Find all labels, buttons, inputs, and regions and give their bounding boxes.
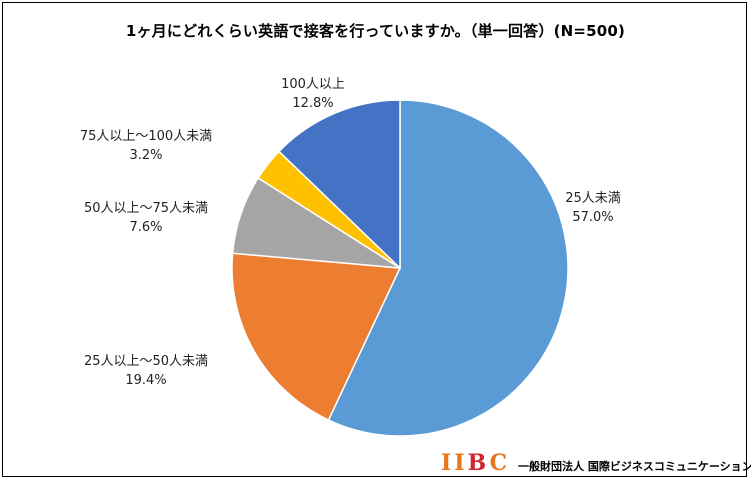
slice-category-4: 75人以上～100人未満 (79, 129, 213, 144)
slice-value-5: 12.8% (292, 96, 334, 111)
pie-slice-5 (277, 99, 401, 270)
slice-value-3: 7.6% (129, 220, 163, 235)
slice-label-5: 100人以上 12.8% (258, 75, 368, 113)
pie-slice-2 (231, 252, 402, 422)
pie-chart (231, 99, 569, 437)
pie-slice-1 (327, 99, 569, 437)
slice-value-2: 19.4% (125, 373, 167, 388)
slice-category-5: 100人以上 (281, 77, 345, 92)
slice-value-4: 3.2% (129, 148, 163, 163)
organization-name: 一般財団法人 国際ビジネスコミュニケーション協会 (518, 460, 751, 473)
chart-title: 1ヶ月にどれくらい英語で接客を行っていますか。（単一回答）(N=500) (125, 22, 626, 40)
iibc-logo: IIBC (441, 450, 511, 476)
slice-label-4: 75人以上～100人未満 3.2% (41, 127, 251, 165)
slice-label-3: 50人以上～75人未満 7.6% (51, 199, 241, 237)
slice-label-2: 25人以上～50人未満 19.4% (41, 352, 251, 390)
slice-label-1: 25人未満 57.0% (548, 189, 638, 227)
slice-category-1: 25人未満 (565, 191, 621, 206)
slice-value-1: 57.0% (572, 210, 614, 225)
slice-category-2: 25人以上～50人未満 (83, 354, 209, 369)
slice-category-3: 50人以上～75人未満 (83, 201, 209, 216)
